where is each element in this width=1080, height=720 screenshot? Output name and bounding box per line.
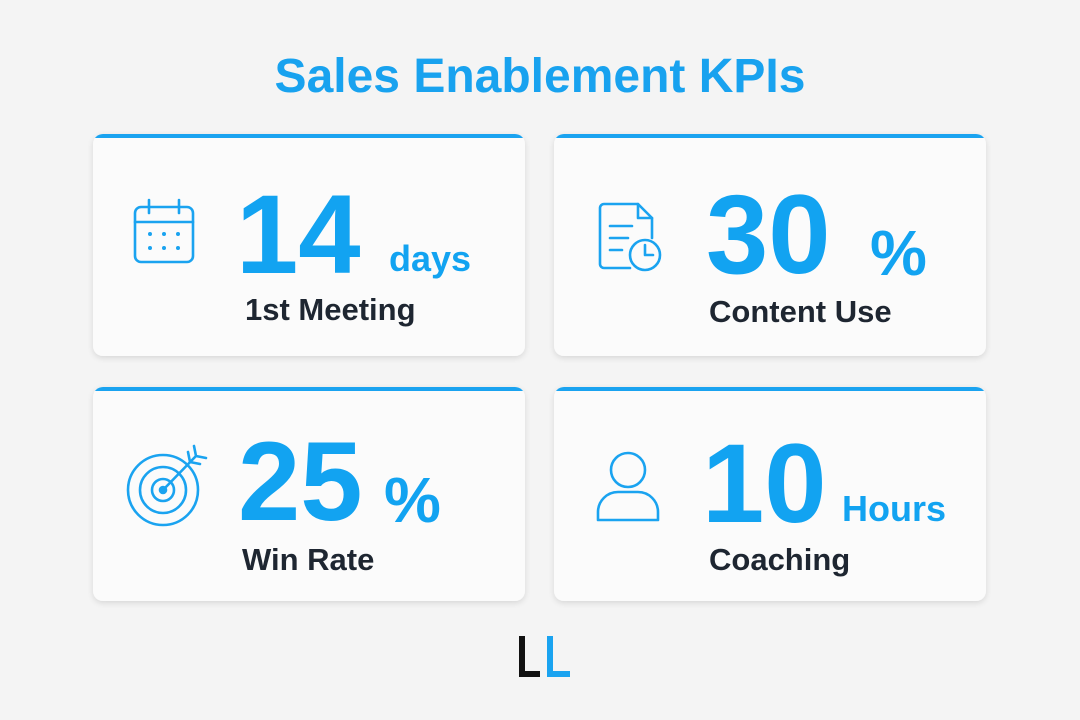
report-icon <box>598 202 662 272</box>
title: Sales Enablement KPIs <box>275 50 806 103</box>
kpi-unit: % <box>870 217 927 289</box>
kpi-value: 30 <box>706 172 831 297</box>
logo-mark-left <box>519 636 540 677</box>
logo <box>519 636 570 677</box>
card-accent <box>554 134 986 138</box>
kpi-unit: % <box>384 464 441 536</box>
kpi-label: Win Rate <box>242 542 374 577</box>
card-bg <box>93 387 525 601</box>
kpi-label: 1st Meeting <box>245 292 416 327</box>
card-bg <box>554 387 986 601</box>
kpi-label: Content Use <box>709 294 892 329</box>
kpi-unit: Hours <box>842 488 946 529</box>
kpi-card: 25 % Win Rate <box>93 387 525 601</box>
person-icon <box>596 451 660 522</box>
kpi-value: 10 <box>702 421 827 546</box>
card-accent <box>93 134 525 138</box>
card-accent <box>554 387 986 391</box>
card-bg <box>93 134 525 356</box>
kpi-unit: days <box>389 238 471 279</box>
logo-mark-right <box>547 636 570 677</box>
kpi-value: 14 <box>236 172 361 297</box>
calendar-icon <box>133 198 195 264</box>
kpi-card: 14 days 1st Meeting <box>93 134 525 356</box>
kpi-card: 30 % Content Use <box>554 134 986 356</box>
target-icon <box>126 444 208 527</box>
card-accent <box>93 387 525 391</box>
kpi-value: 25 <box>238 419 363 544</box>
kpi-card: 10 Hours Coaching <box>554 387 986 601</box>
card-bg <box>554 134 986 356</box>
kpi-label: Coaching <box>709 542 850 577</box>
